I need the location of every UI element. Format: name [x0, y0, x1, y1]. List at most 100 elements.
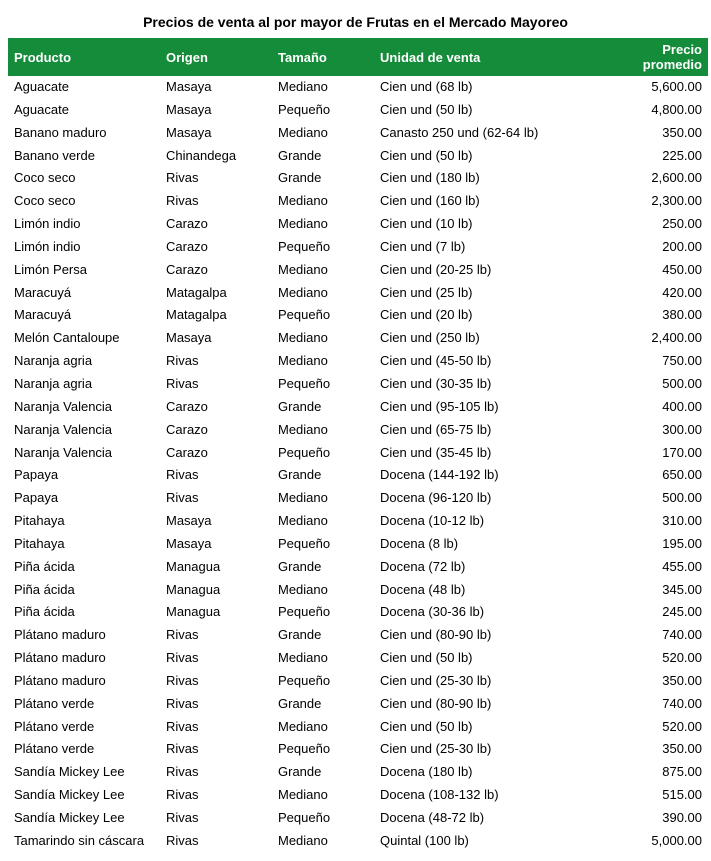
cell-origen: Rivas	[160, 464, 272, 487]
table-row: Naranja ValenciaCarazoMedianoCien und (6…	[8, 419, 708, 442]
cell-unidad: Docena (96-120 lb)	[374, 487, 596, 510]
cell-unidad: Cien und (180 lb)	[374, 167, 596, 190]
cell-tamano: Mediano	[272, 259, 374, 282]
cell-tamano: Mediano	[272, 350, 374, 373]
table-row: Tamarindo sin cáscaraRivasMedianoQuintal…	[8, 830, 708, 853]
cell-origen: Masaya	[160, 76, 272, 99]
cell-unidad: Quintal (100 lb)	[374, 830, 596, 853]
cell-tamano: Mediano	[272, 716, 374, 739]
cell-producto: Melón Cantaloupe	[8, 327, 160, 350]
cell-precio: 4,800.00	[596, 99, 708, 122]
cell-unidad: Docena (30-36 lb)	[374, 601, 596, 624]
cell-tamano: Grande	[272, 396, 374, 419]
table-body: AguacateMasayaMedianoCien und (68 lb)5,6…	[8, 76, 708, 853]
cell-producto: Piña ácida	[8, 579, 160, 602]
cell-producto: Banano verde	[8, 145, 160, 168]
cell-origen: Rivas	[160, 830, 272, 853]
cell-origen: Rivas	[160, 738, 272, 761]
cell-tamano: Pequeño	[272, 670, 374, 693]
cell-origen: Rivas	[160, 487, 272, 510]
cell-tamano: Pequeño	[272, 442, 374, 465]
col-header-precio: Precio promedio	[596, 38, 708, 76]
table-row: Piña ácidaManaguaMedianoDocena (48 lb)34…	[8, 579, 708, 602]
cell-producto: Plátano maduro	[8, 647, 160, 670]
cell-origen: Chinandega	[160, 145, 272, 168]
cell-tamano: Mediano	[272, 510, 374, 533]
cell-producto: Naranja Valencia	[8, 442, 160, 465]
cell-tamano: Pequeño	[272, 304, 374, 327]
cell-producto: Coco seco	[8, 190, 160, 213]
cell-precio: 245.00	[596, 601, 708, 624]
cell-origen: Masaya	[160, 99, 272, 122]
cell-tamano: Mediano	[272, 190, 374, 213]
cell-producto: Sandía Mickey Lee	[8, 807, 160, 830]
cell-producto: Sandía Mickey Lee	[8, 784, 160, 807]
cell-unidad: Docena (10-12 lb)	[374, 510, 596, 533]
cell-tamano: Mediano	[272, 784, 374, 807]
cell-tamano: Grande	[272, 693, 374, 716]
cell-origen: Masaya	[160, 327, 272, 350]
cell-tamano: Pequeño	[272, 236, 374, 259]
cell-producto: Pitahaya	[8, 533, 160, 556]
cell-precio: 250.00	[596, 213, 708, 236]
table-row: Piña ácidaManaguaGrandeDocena (72 lb)455…	[8, 556, 708, 579]
cell-origen: Rivas	[160, 784, 272, 807]
table-row: MaracuyáMatagalpaPequeñoCien und (20 lb)…	[8, 304, 708, 327]
table-row: PapayaRivasMedianoDocena (96-120 lb)500.…	[8, 487, 708, 510]
table-row: PitahayaMasayaPequeñoDocena (8 lb)195.00	[8, 533, 708, 556]
cell-precio: 420.00	[596, 282, 708, 305]
cell-precio: 520.00	[596, 647, 708, 670]
table-row: Plátano maduroRivasMedianoCien und (50 l…	[8, 647, 708, 670]
cell-tamano: Mediano	[272, 830, 374, 853]
cell-tamano: Mediano	[272, 122, 374, 145]
cell-tamano: Grande	[272, 624, 374, 647]
cell-precio: 500.00	[596, 373, 708, 396]
cell-unidad: Docena (8 lb)	[374, 533, 596, 556]
cell-producto: Plátano maduro	[8, 624, 160, 647]
header-row: Producto Origen Tamaño Unidad de venta P…	[8, 38, 708, 76]
cell-tamano: Grande	[272, 761, 374, 784]
cell-precio: 350.00	[596, 670, 708, 693]
table-row: Naranja ValenciaCarazoPequeñoCien und (3…	[8, 442, 708, 465]
cell-origen: Masaya	[160, 122, 272, 145]
cell-unidad: Cien und (35-45 lb)	[374, 442, 596, 465]
cell-tamano: Mediano	[272, 327, 374, 350]
cell-origen: Rivas	[160, 190, 272, 213]
table-row: Plátano verdeRivasPequeñoCien und (25-30…	[8, 738, 708, 761]
table-row: Plátano verdeRivasMedianoCien und (50 lb…	[8, 716, 708, 739]
cell-tamano: Mediano	[272, 579, 374, 602]
table-row: Banano maduroMasayaMedianoCanasto 250 un…	[8, 122, 708, 145]
cell-precio: 5,600.00	[596, 76, 708, 99]
cell-tamano: Mediano	[272, 76, 374, 99]
cell-unidad: Docena (48 lb)	[374, 579, 596, 602]
cell-origen: Matagalpa	[160, 282, 272, 305]
cell-unidad: Docena (48-72 lb)	[374, 807, 596, 830]
cell-unidad: Cien und (20 lb)	[374, 304, 596, 327]
cell-origen: Masaya	[160, 533, 272, 556]
table-row: Banano verdeChinandegaGrandeCien und (50…	[8, 145, 708, 168]
col-header-producto: Producto	[8, 38, 160, 76]
cell-origen: Carazo	[160, 442, 272, 465]
table-row: Limón indioCarazoPequeñoCien und (7 lb)2…	[8, 236, 708, 259]
cell-tamano: Mediano	[272, 282, 374, 305]
cell-unidad: Docena (180 lb)	[374, 761, 596, 784]
cell-origen: Carazo	[160, 259, 272, 282]
table-row: Piña ácidaManaguaPequeñoDocena (30-36 lb…	[8, 601, 708, 624]
cell-tamano: Grande	[272, 556, 374, 579]
table-row: Naranja agriaRivasMedianoCien und (45-50…	[8, 350, 708, 373]
cell-origen: Rivas	[160, 693, 272, 716]
table-row: AguacateMasayaPequeñoCien und (50 lb)4,8…	[8, 99, 708, 122]
table-row: MaracuyáMatagalpaMedianoCien und (25 lb)…	[8, 282, 708, 305]
table-row: Naranja agriaRivasPequeñoCien und (30-35…	[8, 373, 708, 396]
cell-unidad: Cien und (80-90 lb)	[374, 624, 596, 647]
cell-tamano: Pequeño	[272, 533, 374, 556]
cell-origen: Carazo	[160, 396, 272, 419]
cell-producto: Papaya	[8, 487, 160, 510]
cell-precio: 350.00	[596, 122, 708, 145]
cell-precio: 740.00	[596, 693, 708, 716]
cell-producto: Plátano verde	[8, 693, 160, 716]
col-header-origen: Origen	[160, 38, 272, 76]
cell-precio: 170.00	[596, 442, 708, 465]
cell-tamano: Pequeño	[272, 738, 374, 761]
col-header-tamano: Tamaño	[272, 38, 374, 76]
